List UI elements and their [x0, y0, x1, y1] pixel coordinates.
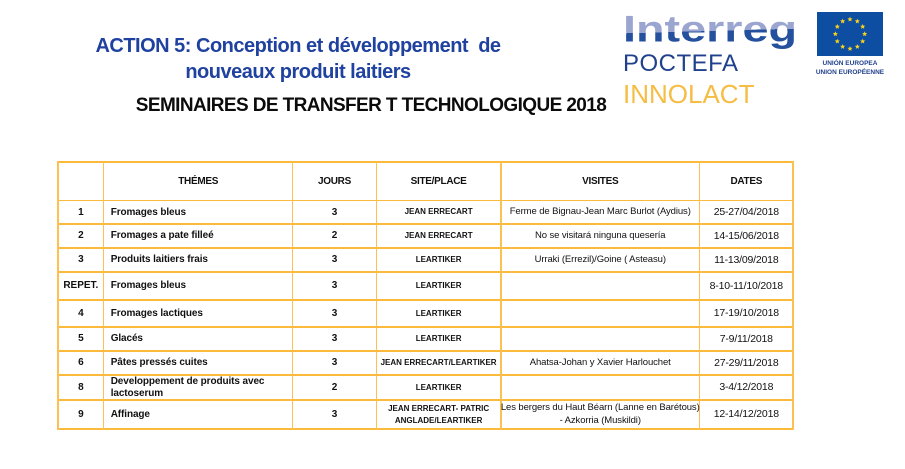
- svg-text:Interreg: Interreg: [623, 8, 797, 49]
